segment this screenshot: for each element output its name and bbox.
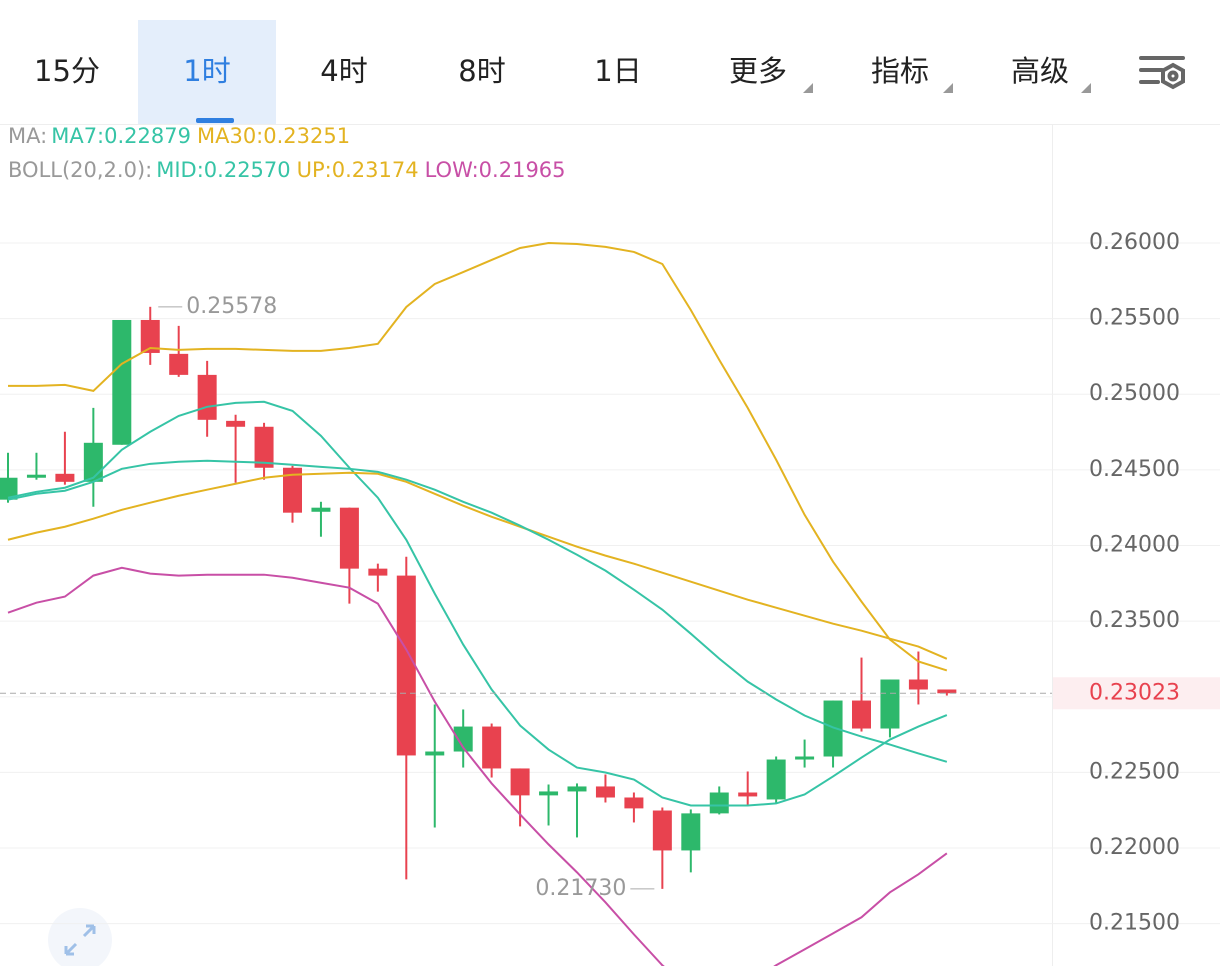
candle-body	[652, 810, 672, 851]
candle-body	[140, 319, 160, 353]
annotation-label: 0.21730	[535, 876, 626, 901]
last-price-label: 0.23023	[1089, 680, 1180, 705]
annotation-label: 0.25578	[186, 294, 277, 319]
candle-body	[624, 797, 644, 809]
settings-icon[interactable]	[1139, 56, 1185, 90]
legend: MA: MA7:0.22879 MA30:0.23251	[8, 124, 350, 148]
tab[interactable]: 1时	[183, 54, 230, 88]
last-price-bg	[1053, 677, 1220, 710]
candle-body	[396, 575, 416, 756]
candle-body	[795, 756, 815, 760]
tab[interactable]: 4时	[320, 54, 367, 88]
candle-body	[254, 426, 274, 468]
y-tick-label: 0.22500	[1089, 759, 1180, 784]
indicator-line	[7, 471, 948, 660]
legend-entry: UP:0.23174	[297, 158, 419, 182]
candle-body	[482, 726, 502, 769]
y-tick-label: 0.25500	[1089, 306, 1180, 331]
tab[interactable]: 指标	[871, 54, 929, 88]
y-tick-label: 0.22000	[1089, 835, 1180, 860]
dropdown-arrow	[1081, 83, 1091, 93]
y-tick-label: 0.26000	[1089, 230, 1180, 255]
candle-body	[169, 353, 189, 375]
tab[interactable]: 1日	[594, 54, 641, 88]
candle-body	[937, 689, 957, 694]
candle-body	[0, 477, 18, 500]
y-tick-label: 0.24000	[1089, 533, 1180, 558]
candle-body	[226, 420, 246, 427]
candle-body	[83, 442, 103, 482]
y-tick-label: 0.21500	[1089, 911, 1180, 936]
candle-body	[112, 319, 132, 445]
candle-body	[852, 700, 871, 729]
y-tick-label: 0.23500	[1089, 608, 1180, 633]
candle-body	[339, 507, 359, 569]
candle-body	[709, 792, 729, 814]
candle-body	[908, 679, 928, 690]
legend-entry: MA30:0.23251	[197, 124, 350, 148]
candle-body	[539, 791, 559, 796]
candle-body	[681, 813, 701, 851]
candle-body	[738, 792, 758, 797]
indicator-line	[7, 400, 948, 807]
indicator-line	[7, 459, 948, 763]
indicator-line	[8, 241, 948, 672]
candle-body	[283, 467, 302, 513]
selected-tab-bg	[138, 20, 276, 124]
candle-body	[311, 507, 331, 512]
candle-body	[823, 700, 843, 757]
legend-group-label: BOLL(20,2.0):	[8, 158, 152, 182]
tab[interactable]: 8时	[458, 54, 505, 88]
selected-tab-underline	[196, 118, 234, 123]
tab[interactable]: 高级	[1011, 54, 1069, 88]
dropdown-arrow	[803, 83, 813, 93]
candle-body	[595, 786, 615, 798]
candle-body	[425, 751, 445, 756]
candle-body	[880, 679, 900, 729]
legend-entry: LOW:0.21965	[425, 158, 566, 182]
expand-button[interactable]	[48, 908, 112, 966]
candle-body	[766, 759, 786, 800]
y-tick-label: 0.25000	[1089, 381, 1180, 406]
indicator-line	[7, 566, 948, 966]
candle-body	[453, 726, 473, 752]
candle-body	[26, 474, 46, 478]
candle-body	[510, 768, 530, 796]
tab[interactable]: 15分	[34, 54, 100, 88]
legend-entry: MA7:0.22879	[51, 124, 191, 148]
candle-body	[368, 568, 388, 576]
plot-area	[0, 241, 957, 966]
candle-body	[567, 786, 587, 792]
y-tick-label: 0.24500	[1089, 457, 1180, 482]
candle-body	[197, 374, 217, 420]
legend-group-label: MA:	[8, 124, 47, 148]
legend-entry: MID:0.22570	[156, 158, 290, 182]
dropdown-arrow	[943, 83, 953, 93]
tab[interactable]: 更多	[729, 54, 787, 88]
candle-body	[55, 473, 75, 482]
legend: BOLL(20,2.0): MID:0.22570 UP:0.23174 LOW:0.…	[8, 158, 566, 182]
